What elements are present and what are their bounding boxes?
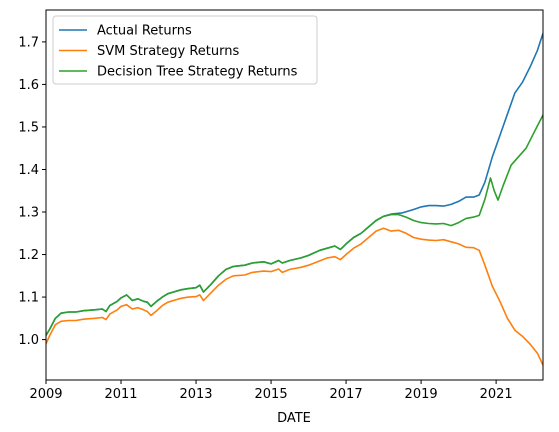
legend-box (52, 15, 318, 85)
legend-label: Actual Returns (97, 24, 192, 39)
x-tick-label: 2009 (29, 387, 62, 402)
y-tick-label: 1.4 (18, 163, 39, 178)
legend-entry-2: SVM Strategy Returns (59, 44, 239, 59)
legend-entry-1: Actual Returns (59, 24, 192, 39)
y-tick-label: 1.3 (18, 206, 39, 221)
series-line-3 (46, 114, 543, 337)
y-tick-label: 1.2 (18, 248, 39, 263)
y-tick-label: 1.1 (18, 291, 39, 306)
x-tick-label: 2011 (104, 387, 137, 402)
legend-label: Decision Tree Strategy Returns (97, 65, 298, 80)
series-line-2 (46, 227, 543, 366)
plot-frame (45, 9, 544, 381)
y-tick-label: 1.6 (18, 78, 39, 93)
legend: Actual Returns SVM Strategy Returns Decisi… (52, 15, 318, 85)
y-tick-label: 1.5 (18, 120, 39, 135)
x-axis-title: DATE (277, 411, 311, 426)
axis-ticks: 2009 2011 2013 2015 2017 2019 2021 1.0 1.1 1.2 1.3… (18, 35, 512, 402)
series-layer (46, 32, 543, 366)
x-tick-label: 2021 (480, 387, 513, 402)
y-tick-label: 1.0 (18, 333, 39, 348)
y-tick-label: 1.7 (18, 35, 39, 50)
x-tick-label: 2013 (179, 387, 212, 402)
legend-entry-3: Decision Tree Strategy Returns (59, 65, 298, 80)
x-tick-label: 2015 (255, 387, 288, 402)
legend-label: SVM Strategy Returns (97, 44, 239, 59)
x-tick-label: 2019 (405, 387, 438, 402)
x-tick-label: 2017 (330, 387, 363, 402)
